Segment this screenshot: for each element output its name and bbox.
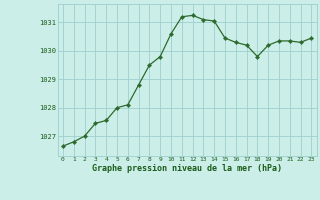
X-axis label: Graphe pression niveau de la mer (hPa): Graphe pression niveau de la mer (hPa) (92, 164, 282, 173)
